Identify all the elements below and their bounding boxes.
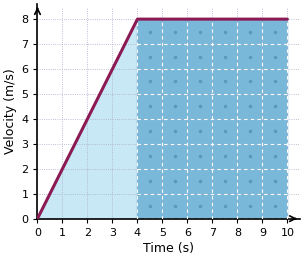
Point [247, 129, 252, 133]
Point [272, 179, 277, 183]
Point [223, 179, 227, 183]
Point [223, 104, 227, 109]
Polygon shape [137, 19, 287, 219]
Point [223, 54, 227, 59]
Point [223, 80, 227, 84]
Point [198, 104, 202, 109]
Point [198, 179, 202, 183]
Point [172, 104, 177, 109]
Point [223, 154, 227, 158]
Point [247, 80, 252, 84]
Point [223, 30, 227, 34]
Point [198, 129, 202, 133]
Point [272, 104, 277, 109]
Point [272, 154, 277, 158]
Point [198, 54, 202, 59]
Point [198, 204, 202, 208]
Point [172, 80, 177, 84]
Point [147, 104, 152, 109]
Point [172, 54, 177, 59]
Point [272, 129, 277, 133]
Point [172, 129, 177, 133]
Point [147, 80, 152, 84]
Point [198, 80, 202, 84]
Point [172, 154, 177, 158]
Point [247, 54, 252, 59]
Point [247, 179, 252, 183]
Point [272, 54, 277, 59]
Point [147, 179, 152, 183]
Point [247, 154, 252, 158]
Polygon shape [37, 19, 137, 219]
Point [172, 204, 177, 208]
Point [147, 129, 152, 133]
Point [198, 154, 202, 158]
Point [223, 204, 227, 208]
Point [147, 204, 152, 208]
Point [247, 104, 252, 109]
Point [272, 30, 277, 34]
Point [147, 30, 152, 34]
Point [172, 30, 177, 34]
Point [247, 204, 252, 208]
Point [272, 80, 277, 84]
Point [198, 30, 202, 34]
Point [272, 204, 277, 208]
Point [172, 179, 177, 183]
Point [247, 30, 252, 34]
Point [147, 54, 152, 59]
Point [147, 154, 152, 158]
X-axis label: Time (s): Time (s) [143, 242, 194, 255]
Point [223, 129, 227, 133]
Y-axis label: Velocity (m/s): Velocity (m/s) [4, 69, 17, 154]
